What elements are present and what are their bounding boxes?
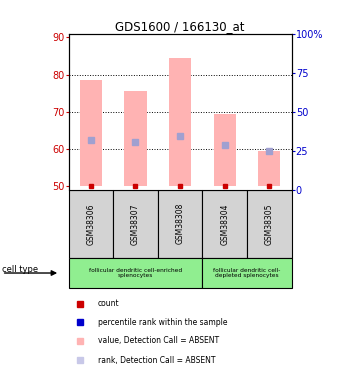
Bar bbox=[80, 80, 102, 186]
Bar bbox=[124, 92, 147, 186]
Text: value, Detection Call = ABSENT: value, Detection Call = ABSENT bbox=[97, 336, 219, 345]
Text: cell type: cell type bbox=[2, 265, 38, 274]
Bar bbox=[258, 151, 280, 186]
Text: percentile rank within the sample: percentile rank within the sample bbox=[97, 318, 227, 327]
Text: GSM38306: GSM38306 bbox=[86, 203, 95, 244]
Text: GSM38304: GSM38304 bbox=[220, 203, 229, 244]
Bar bbox=[247, 190, 292, 258]
Text: count: count bbox=[97, 299, 119, 308]
Bar bbox=[69, 190, 113, 258]
Bar bbox=[202, 190, 247, 258]
Text: GSM38305: GSM38305 bbox=[265, 203, 274, 244]
Bar bbox=[113, 190, 158, 258]
Text: GSM38308: GSM38308 bbox=[176, 203, 185, 244]
Text: rank, Detection Call = ABSENT: rank, Detection Call = ABSENT bbox=[97, 356, 215, 365]
Text: follicular dendritic cell-
depleted splenocytes: follicular dendritic cell- depleted sple… bbox=[213, 268, 281, 278]
Bar bbox=[158, 190, 202, 258]
Title: GDS1600 / 166130_at: GDS1600 / 166130_at bbox=[115, 20, 245, 33]
Bar bbox=[169, 58, 191, 186]
Bar bbox=[202, 258, 292, 288]
Bar bbox=[213, 114, 236, 186]
Bar bbox=[69, 258, 202, 288]
Text: follicular dendritic cell-enriched
splenocytes: follicular dendritic cell-enriched splen… bbox=[89, 268, 182, 278]
Text: GSM38307: GSM38307 bbox=[131, 203, 140, 244]
